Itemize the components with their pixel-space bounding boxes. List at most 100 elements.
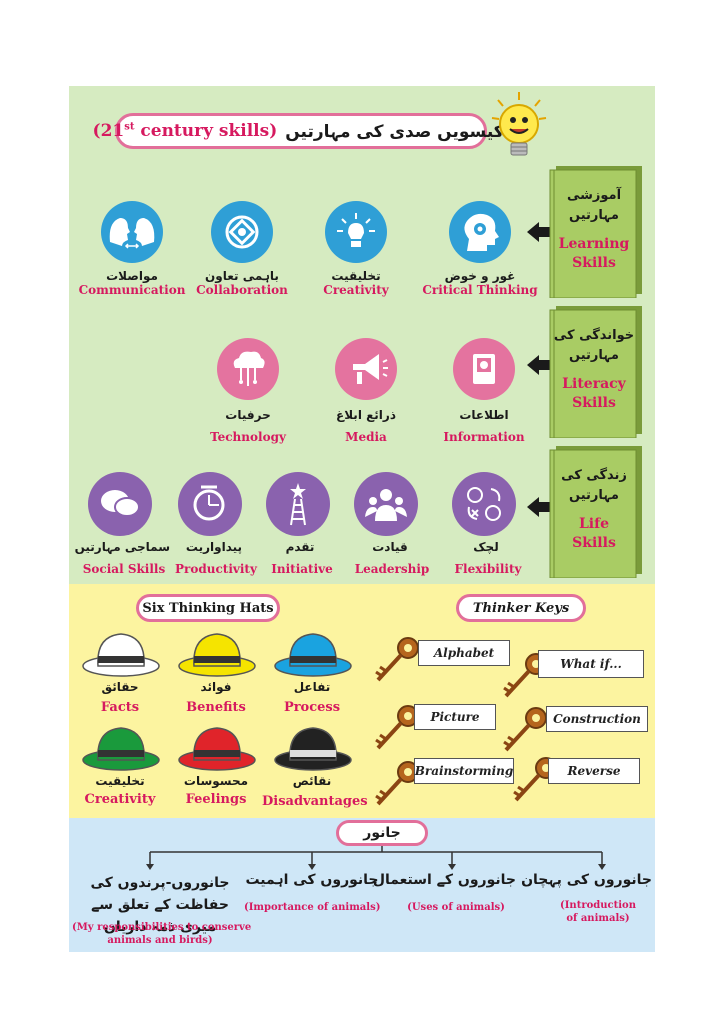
- key-tag-construction: Construction: [546, 706, 648, 732]
- book-icon: [453, 338, 515, 400]
- hat-english: Disadvantages: [262, 794, 368, 809]
- skill-urdu: اطلاعات: [459, 408, 509, 422]
- hats-grid: حقائق Facts فوائد Benefits تفاعل Process…: [76, 630, 368, 810]
- book-english: Literacy: [562, 376, 626, 392]
- book-english: Skills: [572, 535, 616, 551]
- hat-english: Feelings: [185, 792, 247, 807]
- hat-english: Benefits: [186, 700, 246, 715]
- skill-urdu: سماجی مہارتیں: [74, 540, 170, 554]
- key-tag-picture: Picture: [414, 704, 496, 730]
- book-learning-skills: آموزشی مہارتیں Learning Skills: [548, 162, 644, 298]
- skill-english: Communication: [78, 283, 186, 297]
- skill-urdu: تقدم: [285, 540, 315, 554]
- skill-english: Media: [345, 430, 387, 444]
- skill-urdu: تخلیقیت: [331, 269, 381, 283]
- branch-english: animals and birds): [107, 935, 213, 946]
- branch-urdu: جانوروں کے استعمال: [372, 872, 516, 888]
- hat-english: Creativity: [84, 792, 156, 807]
- book-english: Learning: [558, 236, 630, 252]
- thinker-keys-title: Thinker Keys: [456, 594, 586, 622]
- six-hats-title-text: Six Thinking Hats: [142, 600, 274, 616]
- skill-english: Social Skills: [82, 562, 166, 576]
- branch-english: (Introduction: [560, 900, 636, 911]
- hat-english: Facts: [100, 700, 140, 715]
- key-icon: [503, 707, 547, 752]
- skill-english: Creativity: [323, 283, 389, 297]
- blue-hat-icon: [274, 633, 352, 677]
- yellow-hat-icon: [178, 633, 256, 677]
- hat-urdu: نقائص: [292, 774, 332, 788]
- animals-branch-responsibilities: جانوروں-پرندوں کی حفاظت کے تعلق سے میری …: [72, 872, 252, 952]
- skill-urdu: حرفیات: [225, 408, 271, 422]
- animals-branch-introduction: جانوروں کی پہچان (Introduction of animal…: [521, 872, 652, 932]
- key-icon: [375, 705, 419, 750]
- hat-urdu: تفاعل: [293, 680, 331, 694]
- ladder-star-icon: [266, 472, 330, 536]
- animals-branch-uses: جانوروں کے استعمال (Uses of animals): [372, 872, 516, 932]
- book-life-skills: زندگی کی مہارتیں Life Skills: [548, 442, 644, 578]
- skill-english: Productivity: [175, 562, 257, 576]
- red-hat-icon: [178, 727, 256, 771]
- lightbulb-icon: [325, 201, 387, 263]
- heads-facing-icon: [101, 201, 163, 263]
- branch-english: (My responsibilities to conserve: [72, 922, 252, 933]
- skill-urdu: لچک: [473, 540, 499, 554]
- book-urdu: خواندگی کی مہارتیں: [553, 328, 635, 363]
- book-english: Skills: [572, 395, 616, 411]
- key-icon: [375, 637, 419, 682]
- skill-urdu: قیادت: [372, 540, 408, 554]
- page-title: (21st century skills) اکیسویں صدی کی مہا…: [93, 113, 509, 149]
- animals-root-text: جانور: [363, 825, 401, 841]
- hat-urdu: حقائق: [101, 680, 139, 694]
- skill-english: Critical Thinking: [422, 283, 538, 297]
- branch-english: (Importance of animals): [244, 902, 381, 913]
- hands-together-icon: [211, 201, 273, 263]
- title-urdu: اکیسویں صدی کی مہارتیں: [285, 121, 510, 142]
- skill-urdu: مواصلات: [106, 269, 158, 283]
- key-tag-what-if: What if...: [538, 650, 644, 678]
- key-tag-alphabet: Alphabet: [418, 640, 510, 666]
- skill-english: Information: [443, 430, 525, 444]
- branch-english: (Uses of animals): [407, 902, 505, 913]
- skill-urdu: پیداواریت: [185, 540, 243, 554]
- skill-urdu: باہمی تعاون: [205, 269, 279, 283]
- people-group-icon: [354, 472, 418, 536]
- literacy-skills-row: حرفیات Technology ذرائع ابلاغ Media اطلا…: [196, 336, 536, 446]
- speech-bubbles-icon: [88, 472, 152, 536]
- skill-urdu: غور و خوض: [444, 269, 516, 283]
- skill-english: Initiative: [271, 562, 333, 576]
- learning-skills-row: مواصلات Communication باہمی تعاون Collab…: [79, 193, 542, 303]
- branch-urdu: جانوروں کی اہمیت: [245, 872, 379, 888]
- life-skills-row: سماجی مہارتیں Social Skills پیداواریت Pr…: [74, 470, 538, 580]
- skill-english: Technology: [210, 430, 286, 444]
- book-urdu: آموزشی مہارتیں: [566, 188, 622, 223]
- tree-connector: [146, 846, 606, 870]
- hat-urdu: محسوسات: [183, 774, 249, 788]
- animals-branch-importance: جانوروں کی اہمیت (Importance of animals): [244, 872, 380, 932]
- lightbulb-mascot-icon: [491, 92, 547, 156]
- thinker-keys-title-text: Thinker Keys: [472, 600, 570, 616]
- animals-root: جانور: [336, 820, 428, 846]
- cloud-circuit-icon: [217, 338, 279, 400]
- skill-english: Collaboration: [196, 283, 288, 297]
- green-hat-icon: [82, 727, 160, 771]
- branch-urdu: جانوروں-پرندوں کی حفاظت کے تعلق سے میری …: [90, 875, 230, 935]
- black-hat-icon: [274, 727, 352, 771]
- skill-english: Flexibility: [454, 562, 522, 576]
- title-english: (21st century skills): [92, 121, 278, 141]
- book-english: Skills: [572, 255, 616, 271]
- megaphone-icon: [335, 338, 397, 400]
- book-english: Life: [578, 516, 610, 532]
- book-urdu: زندگی کی مہارتیں: [561, 468, 627, 503]
- six-hats-title: Six Thinking Hats: [136, 594, 280, 622]
- book-literacy-skills: خواندگی کی مہارتیں Literacy Skills: [548, 302, 644, 438]
- skill-english: Leadership: [354, 562, 430, 576]
- skill-urdu: ذرائع ابلاغ: [336, 408, 396, 422]
- key-tag-reverse: Reverse: [548, 758, 640, 784]
- branch-urdu: جانوروں کی پہچان: [521, 872, 652, 888]
- hat-urdu: تخلیقیت: [95, 774, 145, 788]
- hat-english: Process: [283, 700, 341, 715]
- clock-icon: [178, 472, 242, 536]
- branch-english: of animals): [566, 913, 630, 924]
- key-tag-brainstorming: Brainstorming: [414, 758, 514, 784]
